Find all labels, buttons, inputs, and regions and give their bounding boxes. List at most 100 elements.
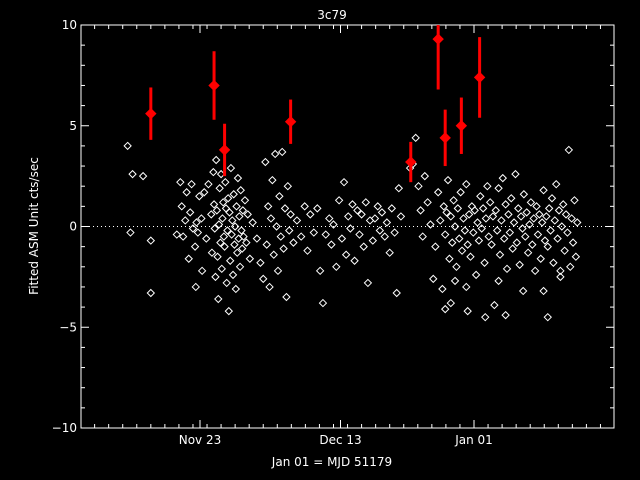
data-point [268, 175, 277, 185]
data-point [553, 234, 562, 243]
data-point [396, 212, 406, 221]
data-point [570, 196, 579, 205]
data-point [394, 184, 404, 193]
data-point [438, 284, 447, 294]
data-point [339, 177, 349, 187]
data-point [443, 175, 453, 185]
data-point [498, 173, 508, 183]
data-point [348, 200, 357, 209]
flare-point [145, 107, 157, 120]
data-point [436, 216, 445, 225]
data-point [315, 266, 325, 276]
data-point [449, 196, 458, 205]
data-point [232, 202, 241, 211]
data-point [202, 234, 211, 243]
data-point [280, 204, 290, 213]
data-point [414, 181, 423, 191]
data-point [238, 206, 248, 215]
data-point [463, 306, 472, 316]
data-point [540, 236, 550, 245]
data-point [514, 204, 523, 213]
data-point [182, 188, 191, 197]
data-point [445, 254, 454, 263]
data-point [217, 264, 226, 274]
data-point [275, 192, 284, 201]
data-point [266, 214, 276, 223]
data-point [318, 298, 328, 308]
data-point [279, 244, 288, 253]
data-point [563, 228, 572, 237]
data-point [544, 204, 554, 213]
data-point [191, 282, 200, 292]
data-point [272, 222, 281, 231]
data-point [204, 179, 213, 189]
data-point [478, 204, 488, 213]
data-point [193, 228, 203, 237]
data-point [229, 190, 238, 199]
data-point [207, 210, 216, 219]
plot-frame [80, 24, 615, 429]
data-point [292, 216, 302, 225]
data-point [219, 232, 229, 241]
data-point [488, 212, 498, 221]
data-point [440, 304, 450, 314]
data-point [525, 220, 534, 229]
data-point [209, 200, 219, 209]
data-point [273, 266, 283, 276]
data-point [387, 204, 397, 213]
data-point [433, 188, 443, 197]
y-tick-label: −10 [52, 421, 77, 435]
flare-point [432, 33, 444, 45]
data-point [501, 310, 510, 320]
data-point [355, 230, 364, 239]
data-point [550, 216, 560, 225]
data-point [518, 286, 528, 296]
data-point [418, 232, 427, 241]
chart-title: 3c79 [317, 8, 347, 22]
data-point [223, 226, 232, 235]
data-point [375, 226, 385, 235]
data-point [344, 212, 353, 221]
data-point [509, 218, 519, 227]
data-point [187, 179, 196, 189]
data-point [327, 240, 336, 249]
data-point [128, 169, 137, 179]
data-point [209, 167, 218, 177]
data-point [210, 224, 219, 233]
data-point [420, 171, 430, 181]
data-point [495, 250, 505, 259]
data-point [522, 208, 531, 217]
data-point [539, 286, 548, 296]
data-point [240, 196, 250, 205]
data-point [442, 208, 451, 217]
data-point [508, 244, 517, 253]
data-point [270, 149, 280, 159]
data-point [505, 228, 515, 237]
data-point [146, 236, 156, 245]
data-point [341, 250, 351, 259]
data-point [416, 206, 425, 215]
data-point [216, 238, 225, 247]
data-point [197, 214, 206, 223]
data-point [487, 240, 496, 249]
data-point [233, 173, 243, 183]
data-point [350, 256, 359, 265]
data-point [332, 262, 341, 272]
data-point [276, 232, 286, 241]
data-point [516, 212, 526, 221]
data-point [504, 210, 513, 219]
data-point [515, 260, 524, 269]
data-point [385, 248, 394, 257]
data-point [190, 242, 200, 251]
data-point [518, 224, 527, 233]
data-point [303, 246, 312, 255]
flare-point [455, 120, 468, 132]
data-point [337, 234, 347, 243]
data-point [262, 240, 271, 249]
data-point [353, 206, 362, 215]
data-point [480, 258, 489, 267]
data-point [359, 242, 368, 251]
data-point [561, 210, 571, 219]
data-point [236, 186, 245, 195]
data-point [306, 210, 315, 219]
